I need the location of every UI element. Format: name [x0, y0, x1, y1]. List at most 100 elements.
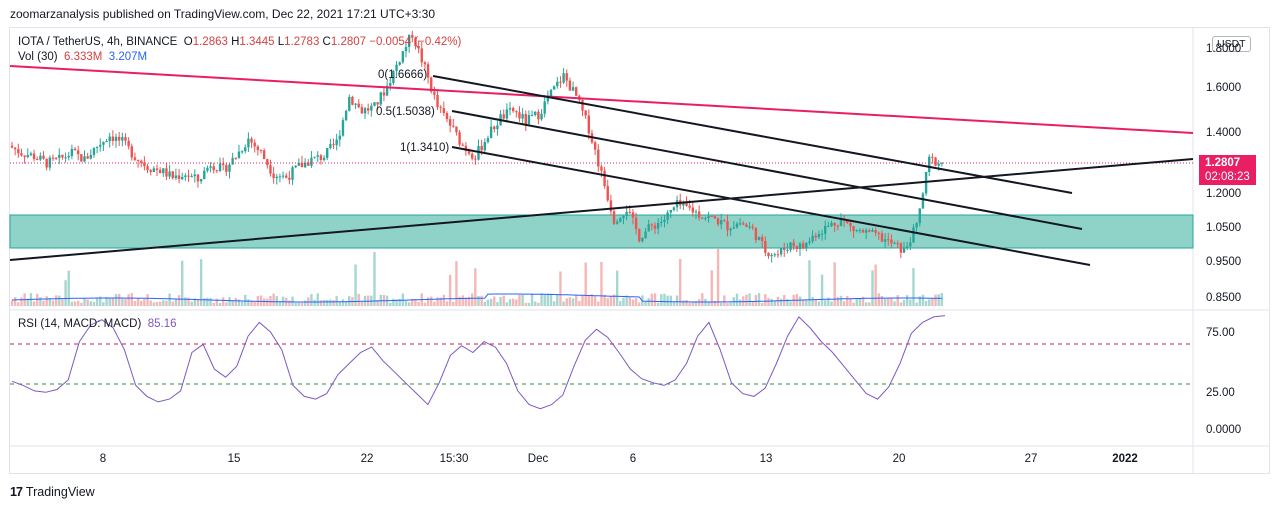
candle	[177, 175, 181, 180]
candle	[716, 218, 720, 225]
candle	[266, 159, 269, 166]
high-value: 1.3445	[239, 36, 275, 48]
candle	[184, 175, 187, 177]
volume-bar	[694, 301, 698, 306]
tradingview-icon: 17	[10, 485, 23, 499]
channel-line-bottom[interactable]	[451, 146, 1091, 266]
candle	[609, 200, 613, 212]
candle	[868, 230, 871, 232]
volume-bar	[934, 294, 937, 306]
resistance-trendline[interactable]	[9, 65, 1194, 134]
channel-line-top[interactable]	[432, 75, 1073, 194]
candle	[420, 48, 423, 63]
support-zone[interactable]	[9, 214, 1194, 249]
price-tick: 1.4000	[1206, 127, 1242, 139]
volume-bar	[89, 301, 93, 306]
volume-bar	[291, 296, 294, 306]
candle	[398, 62, 401, 65]
candle	[748, 226, 751, 228]
last-price-tag[interactable]: 1.2807 02:08:23	[1199, 155, 1256, 185]
tradingview-logo[interactable]: 17 TradingView	[10, 485, 95, 499]
candle	[877, 232, 881, 234]
volume-bar	[864, 302, 868, 306]
candle	[653, 225, 657, 229]
time-tick: 13	[759, 453, 773, 465]
candle	[612, 211, 616, 224]
candle	[751, 226, 754, 228]
volume-bar	[697, 299, 701, 306]
candle	[575, 87, 578, 96]
rsi-line	[11, 315, 946, 410]
footer-text: TradingView	[25, 485, 95, 499]
time-tick: 15	[227, 453, 241, 465]
volume-bar	[625, 295, 628, 306]
volume-bar	[414, 298, 417, 306]
volume-bar	[877, 293, 881, 306]
candle	[581, 99, 584, 111]
candle	[247, 138, 250, 148]
candle	[313, 156, 316, 158]
volume-bar	[102, 302, 105, 306]
volume-bar	[615, 270, 619, 306]
volume-bar	[477, 295, 480, 306]
candle	[669, 209, 672, 213]
volume-bar	[417, 302, 420, 306]
volume-bar	[124, 299, 127, 306]
publisher-line: zoomarzanalysis published on TradingView…	[10, 7, 436, 21]
candle	[114, 136, 118, 141]
candle	[508, 108, 512, 110]
candle	[439, 107, 442, 109]
candle	[874, 230, 877, 233]
rsi-value: 85.16	[147, 318, 177, 330]
candle	[423, 62, 427, 65]
candle	[360, 107, 364, 114]
volume-bar	[830, 301, 833, 306]
volume-bar	[272, 293, 275, 306]
candle	[486, 138, 490, 143]
candle	[20, 153, 23, 156]
candle	[316, 155, 319, 157]
rising-trendline[interactable]	[9, 158, 1194, 261]
volume-bar	[496, 302, 499, 306]
candle	[401, 51, 405, 63]
candle	[39, 155, 42, 160]
volume-bar	[688, 302, 691, 306]
channel-line-mid[interactable]	[451, 110, 1083, 230]
volume-bar	[726, 302, 729, 306]
candle	[382, 92, 386, 96]
volume-bar	[297, 302, 301, 306]
candle	[738, 223, 742, 225]
candle	[849, 223, 852, 227]
candle	[524, 114, 527, 125]
volume-bar	[39, 296, 42, 306]
candle	[117, 136, 121, 141]
candle	[839, 218, 843, 226]
volume-bar	[836, 297, 840, 306]
rsi-legend[interactable]: RSI (14, MACD: MACD) 85.16	[18, 318, 177, 330]
volume-bar	[669, 295, 672, 306]
volume-bar	[789, 301, 792, 306]
candle	[168, 171, 171, 177]
fib-label-0: 0(1.6666)	[378, 69, 427, 81]
symbol-legend[interactable]: IOTA / TetherUS, 4h, BINANCE O1.2863 H1.…	[18, 36, 462, 63]
volume-bar	[174, 299, 178, 306]
volume-bar	[92, 301, 96, 306]
price-tick: 1.0500	[1206, 222, 1242, 234]
candle	[760, 237, 764, 241]
volume-bar	[896, 295, 899, 306]
volume-bar	[824, 300, 827, 306]
candle	[61, 154, 64, 158]
currency-badge[interactable]: USDT	[1212, 36, 1251, 52]
volume-bar	[499, 296, 502, 306]
volume-bar	[329, 299, 332, 306]
volume-bar	[171, 301, 174, 306]
candle	[127, 140, 130, 147]
volume-bar	[776, 296, 780, 306]
candle	[511, 108, 515, 112]
candle	[237, 151, 241, 159]
volume-bar	[278, 301, 282, 306]
volume-bar	[310, 294, 313, 306]
candle	[808, 241, 811, 243]
candle	[776, 254, 780, 256]
